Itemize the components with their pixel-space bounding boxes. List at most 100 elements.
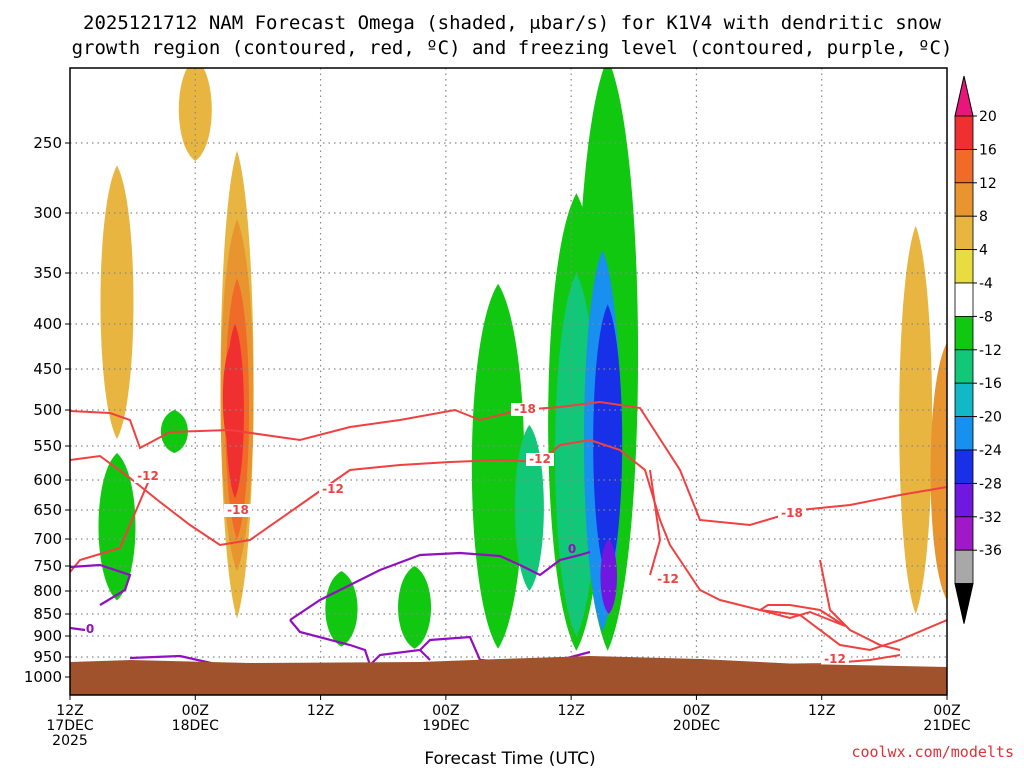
- y-tick-label: 950: [33, 648, 62, 666]
- dgz-label-bg: [778, 507, 806, 520]
- colorbar-label: 20: [979, 109, 997, 125]
- x-tick-label: 00Z: [683, 703, 710, 719]
- colorbar-bottom-triangle: [954, 583, 974, 624]
- x-tick-label: 18DEC: [172, 718, 219, 734]
- x-tick-label: 00Z: [182, 703, 209, 719]
- colorbar-label: -20: [979, 410, 1002, 426]
- dgz-label-bg: [134, 470, 162, 483]
- y-tick-label: 750: [33, 557, 62, 575]
- colorbar-segment: [954, 349, 974, 384]
- y-tick-label: 550: [33, 437, 62, 455]
- dgz-label-bg: [526, 453, 554, 466]
- dgz-contour-label: -12: [824, 652, 846, 666]
- x-tick-label: 20DEC: [673, 718, 720, 734]
- colorbar-segment: [954, 182, 974, 217]
- colorbar-segment: [954, 482, 974, 518]
- dgz-contour-line: [70, 438, 947, 652]
- colorbar-label: 12: [979, 176, 997, 192]
- colorbar-label: -4: [979, 276, 993, 292]
- omega-region: [593, 304, 623, 582]
- omega-region: [100, 165, 134, 440]
- y-tick-label: 650: [33, 501, 62, 519]
- freezing-level-contour-line: [289, 550, 591, 621]
- title-line-2: growth region (contoured, red, ºC) and f…: [72, 37, 953, 59]
- terrain-ground: [70, 656, 947, 695]
- dgz-label-bg: [821, 653, 849, 666]
- y-tick-label: 250: [33, 134, 62, 152]
- colorbar-top-triangle: [954, 75, 974, 117]
- dgz-contour-label: -12: [137, 469, 159, 483]
- colorbar-segment: [954, 416, 974, 451]
- dgz-contour-line: [757, 604, 846, 627]
- x-tick-label: 19DEC: [422, 718, 469, 734]
- y-tick-label: 800: [33, 582, 62, 600]
- x-tick-label: 17DEC: [46, 718, 93, 734]
- x-axis-label: Forecast Time (UTC): [424, 749, 595, 768]
- colorbar-label: -28: [979, 476, 1002, 492]
- y-tick-label: 900: [33, 627, 62, 645]
- dgz-label-bg: [654, 573, 682, 586]
- colorbar-segment: [954, 148, 974, 184]
- dgz-contour-line: [70, 400, 947, 527]
- y-tick-label: 300: [33, 204, 62, 222]
- colorbar-segment: [954, 516, 974, 551]
- y-axis: 250 300 350 400 450 500 550 600 650 700 750 800 850 9…: [24, 134, 70, 686]
- dgz-contour-label: -12: [322, 482, 344, 496]
- colorbar-label: -32: [979, 510, 1002, 526]
- x-tick-label: 00Z: [933, 703, 960, 719]
- colorbar-segment: [954, 282, 974, 317]
- dgz-label-bg: [511, 403, 539, 416]
- omega-region: [325, 571, 358, 647]
- x-tick-label: 00Z: [432, 703, 459, 719]
- x-tick-label: 12Z: [808, 703, 835, 719]
- colorbar-label: 8: [979, 209, 988, 225]
- dgz-contour-line: [819, 559, 901, 651]
- omega-region: [514, 424, 544, 591]
- colorbar-label: -8: [979, 309, 993, 325]
- y-tick-label: 700: [33, 530, 62, 548]
- plot-area: -18 -12 -12 -18 -12 -12 -18 -12 0 0: [70, 68, 947, 695]
- y-tick-label: 600: [33, 471, 62, 489]
- colorbar-label: -36: [979, 543, 1002, 559]
- credit-text: coolwx.com/modelts: [851, 743, 1014, 761]
- omega-region: [178, 68, 212, 161]
- dgz-contour-label: -12: [657, 572, 679, 586]
- x-tick-label: 12Z: [56, 703, 83, 719]
- colorbar-label: -16: [979, 376, 1002, 392]
- colorbar-segment: [954, 449, 974, 484]
- omega-region: [600, 539, 617, 614]
- colorbar-segment: [954, 215, 974, 250]
- x-tick-label: 12Z: [557, 703, 584, 719]
- y-tick-label: 400: [33, 315, 62, 333]
- omega-region: [98, 453, 136, 601]
- y-tick-label: 850: [33, 605, 62, 623]
- colorbar-label: -12: [979, 343, 1002, 359]
- contours: -18 -12 -12 -18 -12 -12 -18 -12 0 0: [70, 400, 947, 668]
- omega-region: [930, 342, 947, 601]
- y-tick-label: 500: [33, 401, 62, 419]
- colorbar-label: 4: [979, 243, 988, 259]
- plot-frame: [69, 67, 948, 696]
- title-line-1: 2025121712 NAM Forecast Omega (shaded, μ…: [83, 12, 941, 34]
- colorbar-segment: [954, 315, 974, 351]
- dgz-label-bg: [319, 483, 347, 496]
- colorbar: 20 16 12 8 4 -4 -8 -12 -16 -20 -24 -28 -32 -36: [954, 75, 1002, 624]
- dgz-contour-label: -18: [781, 506, 803, 520]
- omega-region: [471, 283, 525, 649]
- x-tick-label: 21DEC: [923, 718, 970, 734]
- dgz-contour-label: -18: [514, 402, 536, 416]
- colorbar-label: 16: [979, 142, 997, 158]
- colorbar-label: -24: [979, 443, 1002, 459]
- y-tick-label: 350: [33, 264, 62, 282]
- y-tick-label: 450: [33, 360, 62, 378]
- y-tick-label: 1000: [24, 668, 62, 686]
- colorbar-segment: [954, 382, 974, 418]
- freezing-level-label: 0: [568, 542, 576, 556]
- x-tick-label: 12Z: [307, 703, 334, 719]
- freezing-level-contour-line: [70, 626, 86, 632]
- colorbar-segment: [954, 115, 974, 150]
- colorbar-segment: [954, 549, 974, 585]
- dgz-label-bg: [224, 504, 252, 517]
